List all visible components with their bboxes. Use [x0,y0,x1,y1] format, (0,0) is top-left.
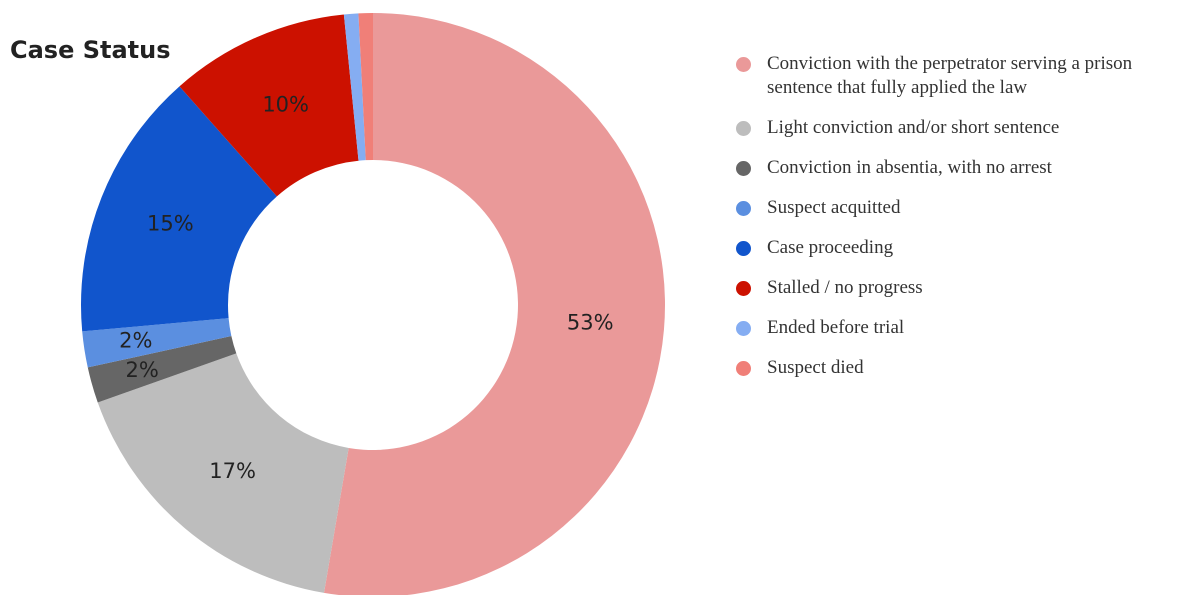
legend-label: Suspect died [767,357,864,378]
legend-swatch [736,57,751,72]
legend-item: Conviction in absentia, with no arrest [733,156,1143,180]
legend-swatch [736,321,751,336]
legend-swatch [736,241,751,256]
slice [358,13,373,161]
legend-label: Case proceeding [767,237,894,258]
slice-label: 10% [262,92,309,116]
slice [179,14,359,197]
legend-label: Conviction in absentia, with no arrest [767,157,1052,178]
chart: Case Status 53% 17% 2% 2% 15% 10% [10,13,665,595]
legend-item: Light conviction and/or short sentence [733,116,1143,140]
legend-label: Stalled / no progress [767,277,923,298]
slice-label: 17% [209,459,256,483]
legend-label: Conviction with the perpetrator serving … [767,53,1133,98]
legend-swatch [736,121,751,136]
legend-swatch [736,201,751,216]
slice [343,13,366,161]
slice-label: 53% [567,310,614,334]
slice [87,336,237,403]
legend-item: Suspect died [733,356,1143,380]
legend-item: Stalled / no progress [733,276,1143,300]
slice [81,86,277,332]
legend-label: Suspect acquitted [767,197,901,218]
legend-item: Case proceeding [733,236,1143,260]
slice [323,13,665,595]
slice-label: 15% [147,212,194,236]
legend-item: Ended before trial [733,316,1143,340]
slice [97,353,349,593]
legend-label: Ended before trial [767,317,905,338]
chart-title: Case Status [10,36,171,64]
legend-item: Suspect acquitted [733,196,1143,220]
slice [82,318,232,368]
legend: Conviction with the perpetrator serving … [733,52,1143,396]
legend-swatch [736,161,751,176]
slice-label: 2% [126,358,159,382]
legend-swatch [736,361,751,376]
legend-swatch [736,281,751,296]
slice-label: 2% [119,329,152,353]
legend-item: Conviction with the perpetrator serving … [733,52,1143,100]
legend-label: Light conviction and/or short sentence [767,117,1060,138]
